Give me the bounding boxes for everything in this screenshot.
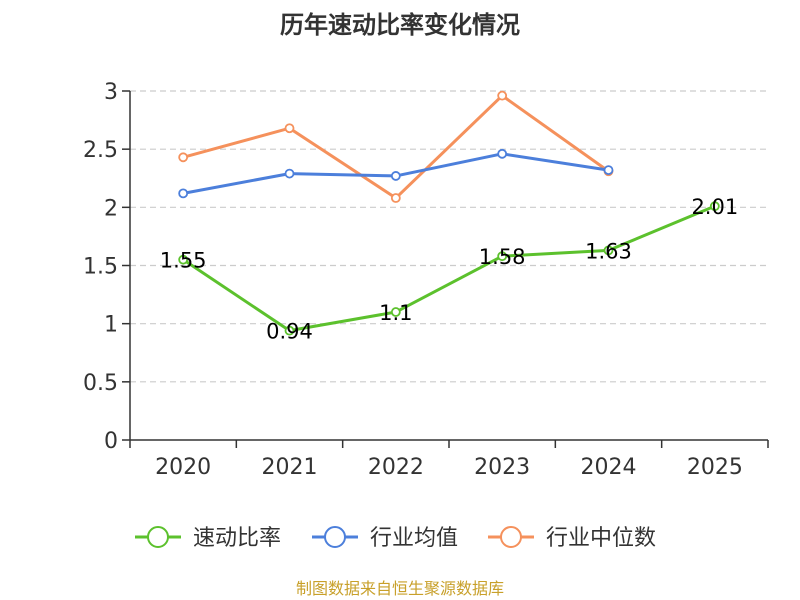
x-tick-label-2023: 2023	[474, 455, 530, 480]
y-tick-label-1: 0.5	[83, 371, 118, 396]
legend-label-1: 行业均值	[370, 526, 458, 551]
data-label-2021: 0.94	[266, 320, 313, 344]
x-tick-label-2020: 2020	[155, 455, 211, 480]
axes: 0 0.5 1 1.5 2 2.5 3 2020 2021 2022 2023 2024 2025	[83, 80, 769, 480]
data-label-2025: 2.01	[691, 195, 738, 219]
legend-marker-1	[324, 526, 346, 548]
y-tick-label-0: 0	[104, 429, 118, 454]
series-1-point-2022	[390, 171, 401, 181]
x-tick-label-2021: 2021	[262, 455, 318, 480]
y-tick-label-6: 3	[104, 80, 118, 105]
legend-label-2: 行业中位数	[546, 526, 656, 551]
chart-title: 历年速动比率变化情况	[280, 11, 520, 39]
data-labels: 1.55 0.94 1.1 1.58 1.63 2.01	[160, 195, 738, 343]
series-0-point-2024	[603, 245, 614, 256]
data-label-2023: 1.58	[479, 245, 526, 269]
series-0-point-2021	[284, 325, 295, 336]
x-tick-label-2025: 2025	[687, 455, 743, 480]
series-1-point-2024	[603, 165, 614, 176]
series-1-point-2023	[497, 148, 508, 159]
series-2-point-2020	[178, 152, 189, 163]
legend[interactable]: 速动比率 行业均值 行业中位数	[135, 526, 656, 551]
series-0-point-2022	[390, 307, 401, 317]
data-label-2024: 1.63	[585, 239, 632, 263]
data-label-2020: 1.55	[160, 249, 207, 273]
grid-lines	[130, 90, 768, 383]
source-note: 制图数据来自恒生聚源数据库	[296, 579, 504, 598]
series-2-point-2022	[390, 193, 401, 203]
series-line-0	[182, 204, 716, 333]
series-0-point-2023	[497, 251, 508, 262]
series-0-point-2020	[178, 254, 189, 265]
legend-marker-2	[500, 526, 522, 548]
x-tick-label-2022: 2022	[368, 455, 424, 480]
y-tick-label-3: 1.5	[83, 255, 118, 280]
series-0-point-2025	[709, 201, 720, 212]
series-group	[178, 90, 720, 336]
x-tick-label-2024: 2024	[581, 455, 637, 480]
y-tick-label-5: 2.5	[83, 138, 118, 163]
legend-marker-0	[147, 526, 169, 548]
series-2-point-2023	[497, 90, 508, 101]
data-label-2022: 1.1	[379, 301, 412, 325]
y-tick-label-4: 2	[104, 196, 118, 221]
series-1-point-2020	[178, 188, 189, 199]
legend-label-0: 速动比率	[193, 526, 281, 551]
series-2-point-2021	[284, 123, 295, 134]
y-tick-label-2: 1	[104, 313, 118, 338]
series-1-point-2021	[284, 168, 295, 179]
